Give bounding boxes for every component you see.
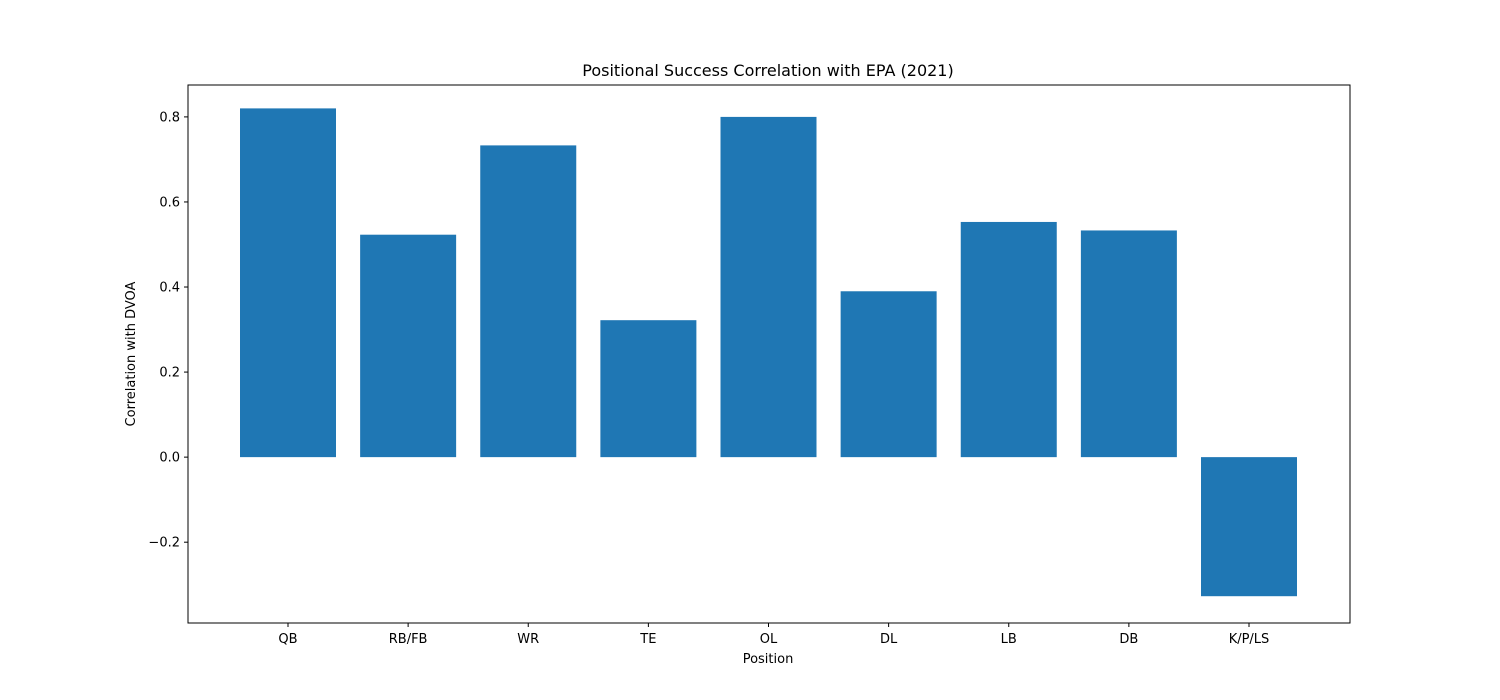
x-axis: QB RB/FB WR TE OL DL LB DB K/P/LS — [278, 623, 1269, 647]
x-tick-label: QB — [278, 632, 297, 647]
y-axis-label: Correlation with DVOA — [124, 281, 139, 426]
y-axis: −0.2 0.0 0.2 0.4 0.6 0.8 — [148, 110, 188, 551]
bar-rb-fb — [360, 234, 457, 458]
y-tick-label: −0.2 — [148, 536, 180, 551]
x-tick-label: TE — [639, 632, 656, 647]
bar-lb — [960, 221, 1057, 458]
x-tick-label: WR — [517, 632, 539, 647]
y-tick-label: 0.0 — [159, 451, 180, 466]
bar-te — [600, 320, 697, 458]
bar-k-p-ls — [1201, 457, 1297, 597]
y-tick-label: 0.4 — [159, 281, 180, 296]
bar-qb — [240, 108, 336, 458]
bars-group — [240, 108, 1297, 597]
x-tick-label: OL — [760, 632, 778, 647]
bar-db — [1080, 230, 1177, 458]
chart-title: Positional Success Correlation with EPA … — [582, 61, 953, 80]
bar-wr — [480, 145, 577, 458]
x-axis-label: Position — [743, 652, 794, 667]
x-tick-label: LB — [1001, 632, 1017, 647]
y-tick-label: 0.8 — [159, 110, 180, 125]
x-tick-label: DB — [1119, 632, 1138, 647]
x-tick-label: K/P/LS — [1229, 632, 1270, 647]
x-tick-label: DL — [880, 632, 898, 647]
bar-ol — [720, 116, 817, 458]
y-tick-label: 0.2 — [159, 366, 180, 381]
bar-dl — [840, 291, 937, 458]
y-tick-label: 0.6 — [159, 195, 180, 210]
x-tick-label: RB/FB — [389, 632, 428, 647]
